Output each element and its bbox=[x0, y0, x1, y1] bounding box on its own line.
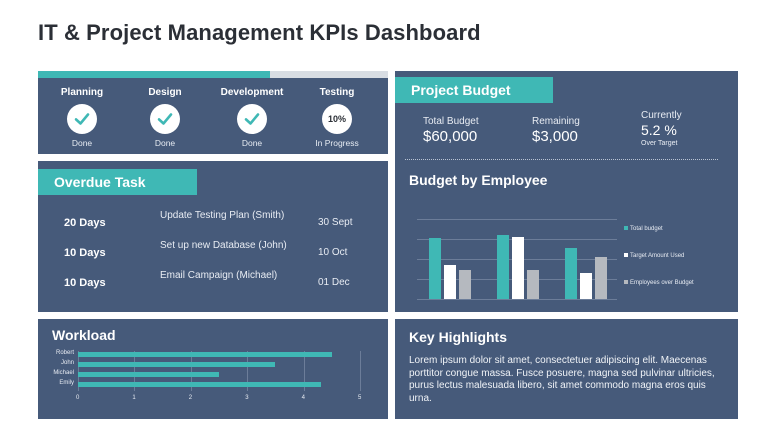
current-value: 5.2 % bbox=[641, 122, 677, 138]
budget-title: Project Budget bbox=[395, 77, 553, 103]
table-row: 20 Days Update Testing Plan (Smith) 30 S… bbox=[38, 210, 388, 238]
legend-swatch bbox=[624, 226, 628, 231]
check-icon bbox=[150, 104, 180, 134]
check-icon bbox=[67, 104, 97, 134]
current-budget: Currently 5.2 % Over Target bbox=[641, 110, 682, 147]
workload-tick-label: 3 bbox=[245, 395, 249, 401]
workload-bar bbox=[78, 382, 321, 387]
progress-percent-badge: 10% bbox=[322, 104, 352, 134]
remaining-value: $3,000 bbox=[532, 128, 578, 145]
highlights-panel: Key Highlights Lorem ipsum dolor sit ame… bbox=[395, 319, 738, 419]
phase-status: Done bbox=[154, 138, 176, 148]
phase-name: Design bbox=[148, 87, 182, 98]
workload-name-label: John bbox=[60, 360, 74, 366]
phase-design: Design Done bbox=[129, 85, 201, 148]
chart-gridline bbox=[417, 299, 617, 300]
workload-name-label: Emily bbox=[59, 380, 74, 386]
workload-name-label: Michael bbox=[53, 370, 74, 376]
page-title: IT & Project Management KPIs Dashboard bbox=[38, 20, 481, 45]
remaining-label: Remaining bbox=[532, 116, 580, 127]
table-row: 10 Days Email Campaign (Michael) 01 Dec bbox=[38, 270, 388, 298]
workload-gridline bbox=[134, 351, 136, 391]
total-budget-value: $60,000 bbox=[423, 128, 478, 145]
overdue-task: Set up new Database (John) bbox=[160, 240, 287, 251]
table-row: 10 Days Set up new Database (John) 10 Oc… bbox=[38, 240, 388, 268]
budget-bar bbox=[565, 247, 577, 299]
check-icon bbox=[237, 104, 267, 134]
budget-bar bbox=[595, 257, 607, 299]
legend-item: Total budget bbox=[624, 226, 663, 232]
legend-label: Total budget bbox=[630, 226, 663, 232]
total-budget-label: Total Budget bbox=[423, 116, 479, 127]
workload-gridline bbox=[78, 351, 79, 391]
budget-bar bbox=[459, 270, 471, 299]
phase-panel: Planning Done Design Done Development Do… bbox=[38, 71, 388, 154]
budget-chart bbox=[417, 219, 617, 300]
phase-status: In Progress bbox=[315, 138, 359, 148]
workload-gridline bbox=[360, 351, 361, 391]
overdue-days: 10 Days bbox=[64, 247, 106, 259]
overdue-days: 10 Days bbox=[64, 277, 106, 289]
workload-tick-label: 0 bbox=[76, 395, 80, 401]
highlights-title: Key Highlights bbox=[409, 329, 508, 345]
workload-tick-label: 2 bbox=[188, 395, 193, 401]
overdue-days: 20 Days bbox=[64, 217, 106, 229]
budget-bar bbox=[527, 270, 539, 299]
workload-gridline bbox=[303, 351, 305, 391]
legend-swatch bbox=[624, 253, 628, 258]
total-budget: Total Budget $60,000 bbox=[423, 116, 479, 145]
overdue-date: 30 Sept bbox=[318, 217, 353, 228]
workload-title: Workload bbox=[52, 327, 116, 343]
overdue-title: Overdue Task bbox=[38, 169, 197, 195]
phase-development: Development Done bbox=[215, 85, 289, 148]
phase-testing: Testing 10% In Progress bbox=[301, 85, 373, 148]
workload-bar bbox=[78, 372, 219, 377]
overdue-task: Update Testing Plan (Smith) bbox=[160, 210, 285, 221]
overdue-date: 01 Dec bbox=[318, 277, 350, 288]
workload-panel: Workload 0 1 2 3 4 5 Robert John Michael Emily bbox=[38, 319, 388, 419]
budget-bar bbox=[444, 265, 456, 299]
workload-bar bbox=[78, 362, 276, 367]
divider bbox=[405, 159, 718, 160]
legend-label: Employees over Budget bbox=[630, 280, 694, 286]
overdue-panel: Overdue Task 20 Days Update Testing Plan… bbox=[38, 161, 388, 312]
phase-status: Done bbox=[71, 138, 93, 148]
budget-chart-title: Budget by Employee bbox=[409, 172, 548, 188]
phase-name: Planning bbox=[60, 87, 104, 98]
remaining-budget: Remaining $3,000 bbox=[532, 116, 580, 145]
workload-tick-label: 5 bbox=[358, 395, 362, 401]
phase-name: Testing bbox=[319, 87, 355, 98]
overdue-task: Email Campaign (Michael) bbox=[160, 270, 278, 281]
workload-bar bbox=[78, 352, 332, 357]
budget-bar bbox=[512, 236, 524, 299]
phase-progress-track bbox=[38, 71, 388, 78]
workload-chart: 0 1 2 3 4 5 Robert John Michael Emily bbox=[53, 350, 362, 401]
phase-status: Done bbox=[241, 138, 263, 148]
workload-tick-label: 4 bbox=[301, 395, 305, 401]
legend-label: Target Amount Used bbox=[630, 253, 685, 259]
current-label: Currently bbox=[641, 110, 682, 121]
budget-panel: Project Budget Total Budget $60,000 Rema… bbox=[395, 71, 738, 312]
workload-name-label: Robert bbox=[55, 350, 74, 356]
legend-item: Target Amount Used bbox=[624, 253, 684, 259]
chart-gridline bbox=[417, 219, 617, 220]
highlights-text: Lorem ipsum dolor sit amet, consectetuer… bbox=[409, 355, 715, 404]
phase-name: Development bbox=[220, 87, 284, 98]
budget-legend: Total budget Target Amount Used Employees … bbox=[624, 226, 732, 296]
phase-progress-fill bbox=[38, 71, 270, 78]
budget-bar bbox=[429, 238, 441, 299]
budget-bar bbox=[580, 273, 592, 299]
legend-item: Employees over Budget bbox=[624, 280, 694, 286]
legend-swatch bbox=[624, 280, 628, 285]
current-sub: Over Target bbox=[641, 140, 678, 147]
phase-percent: 10% bbox=[327, 114, 346, 124]
workload-gridline bbox=[247, 351, 249, 391]
workload-gridline bbox=[190, 351, 192, 391]
workload-tick-label: 1 bbox=[132, 395, 136, 401]
overdue-date: 10 Oct bbox=[318, 247, 348, 258]
phase-planning: Planning Done bbox=[46, 85, 118, 148]
budget-bar bbox=[497, 235, 509, 299]
